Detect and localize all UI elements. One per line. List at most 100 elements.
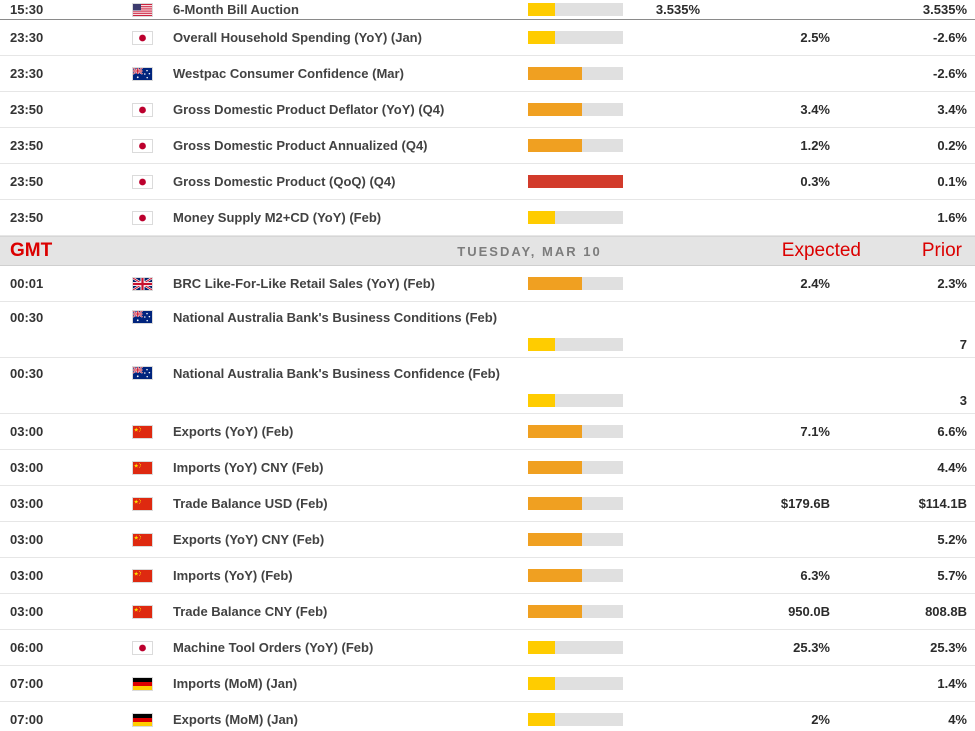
expected-value: 0.3% [800,174,830,189]
volatility-bar-track [528,497,623,510]
flag-au-icon [133,367,152,379]
calendar-event-row[interactable]: 23:30 Westpac Consumer Confidence (Mar) … [0,56,975,92]
flag-jp-icon [133,211,152,224]
gmt-column-header: GMT [10,240,53,261]
event-time: 07:00 [10,676,44,691]
expected-value: 1.2% [800,138,830,153]
volatility-bar-fill [528,211,555,224]
country-flag-cell [133,461,173,474]
calendar-event-row[interactable]: 23:50 Gross Domestic Product Annualized … [0,128,975,164]
expected-value: 2.4% [800,276,830,291]
volatility-bar-track [528,605,623,618]
calendar-event-row[interactable]: 23:50 Gross Domestic Product Deflator (Y… [0,92,975,128]
volatility-bar-track [528,338,623,351]
volatility-bar-track [528,461,623,474]
calendar-event-row[interactable]: 00:01 BRC Like-For-Like Retail Sales (Yo… [0,266,975,302]
event-name: Westpac Consumer Confidence (Mar) [173,66,404,81]
event-time: 00:30 [10,309,44,325]
event-time: 03:00 [10,604,44,619]
volatility-bar-track [528,713,623,726]
event-name: Imports (YoY) (Feb) [173,568,293,583]
volatility-bar-fill [528,677,555,690]
calendar-event-row[interactable]: 03:00 Imports (YoY) (Feb) 6.3% 5.7% [0,558,975,594]
event-name: Money Supply M2+CD (YoY) (Feb) [173,210,382,225]
prior-value: 3.535% [922,2,967,17]
calendar-event-row[interactable]: 00:30 National Australia Bank's Business… [0,302,975,358]
country-flag-cell [133,139,173,152]
flag-cn-icon [133,425,152,438]
volatility-bar-fill [528,605,582,618]
prior-value: 5.2% [937,532,967,547]
event-name: Exports (MoM) (Jan) [173,712,298,727]
event-time: 23:30 [10,66,44,81]
volatility-bar [528,497,628,510]
volatility-bar-track [528,533,623,546]
country-flag-cell [133,713,173,726]
calendar-event-row[interactable]: 15:30 6-Month Bill Auction 3.535% 3.535% [0,0,975,20]
event-time: 15:30 [10,2,44,17]
volatility-bar-fill [528,31,555,44]
prior-column-header: Prior [921,240,962,261]
volatility-bar-track [528,277,623,290]
volatility-bar-fill [528,3,555,16]
flag-cn-icon [133,497,152,510]
volatility-bar [528,277,628,290]
event-time: 07:00 [10,712,44,727]
day-date-label: TUESDAY, MAR 10 [457,243,602,259]
event-time: 03:00 [10,532,44,547]
calendar-event-row[interactable]: 03:00 Trade Balance USD (Feb) $179.6B $1… [0,486,975,522]
calendar-event-row[interactable]: 07:00 Exports (MoM) (Jan) 2% 4% [0,702,975,731]
event-name: Gross Domestic Product (QoQ) (Q4) [173,174,396,189]
volatility-bar [528,394,628,407]
calendar-event-row[interactable]: 03:00 Exports (YoY) (Feb) 7.1% 6.6% [0,414,975,450]
event-time: 23:50 [10,210,44,225]
event-time: 00:30 [10,365,44,381]
volatility-bar-track [528,139,623,152]
flag-cn-icon [133,461,152,474]
volatility-bar-track [528,211,623,224]
prior-value: -2.6% [933,66,967,81]
day-header-row: GMT TUESDAY, MAR 10 Expected Prior [0,236,975,266]
volatility-bar-fill [528,103,582,116]
prior-value: 25.3% [930,640,967,655]
prior-value: -2.6% [933,30,967,45]
calendar-event-row[interactable]: 07:00 Imports (MoM) (Jan) 1.4% [0,666,975,702]
volatility-bar [528,461,628,474]
country-flag-cell [133,497,173,510]
flag-cn-icon [133,605,152,618]
calendar-event-row[interactable]: 03:00 Trade Balance CNY (Feb) 950.0B 808… [0,594,975,630]
calendar-event-row[interactable]: 23:50 Gross Domestic Product (QoQ) (Q4) … [0,164,975,200]
country-flag-cell [133,211,173,224]
country-flag-cell [133,605,173,618]
event-time: 23:50 [10,102,44,117]
volatility-bar-track [528,641,623,654]
event-name: BRC Like-For-Like Retail Sales (YoY) (Fe… [173,276,435,291]
event-time: 23:50 [10,174,44,189]
calendar-event-row[interactable]: 23:50 Money Supply M2+CD (YoY) (Feb) 1.6… [0,200,975,236]
flag-cn-icon [133,569,152,582]
calendar-event-row[interactable]: 23:30 Overall Household Spending (YoY) (… [0,20,975,56]
prior-value: 6.6% [937,424,967,439]
volatility-bar [528,67,628,80]
volatility-bar [528,338,628,351]
volatility-bar [528,425,628,438]
event-time: 23:30 [10,30,44,45]
calendar-event-row[interactable]: 00:30 National Australia Bank's Business… [0,358,975,414]
volatility-bar-fill [528,425,582,438]
volatility-bar-track [528,425,623,438]
country-flag-cell [133,677,173,690]
event-time: 03:00 [10,496,44,511]
volatility-bar [528,605,628,618]
event-name: 6-Month Bill Auction [173,2,299,17]
country-flag-cell [133,277,173,290]
calendar-event-row[interactable]: 03:00 Imports (YoY) CNY (Feb) 4.4% [0,450,975,486]
calendar-event-row[interactable]: 03:00 Exports (YoY) CNY (Feb) 5.2% [0,522,975,558]
volatility-bar-track [528,67,623,80]
flag-de-icon [133,713,152,726]
volatility-bar-track [528,677,623,690]
volatility-bar-fill [528,394,555,407]
event-name: Gross Domestic Product Deflator (YoY) (Q… [173,102,445,117]
flag-us-icon [133,3,152,16]
calendar-event-row[interactable]: 06:00 Machine Tool Orders (YoY) (Feb) 25… [0,630,975,666]
volatility-bar [528,103,628,116]
